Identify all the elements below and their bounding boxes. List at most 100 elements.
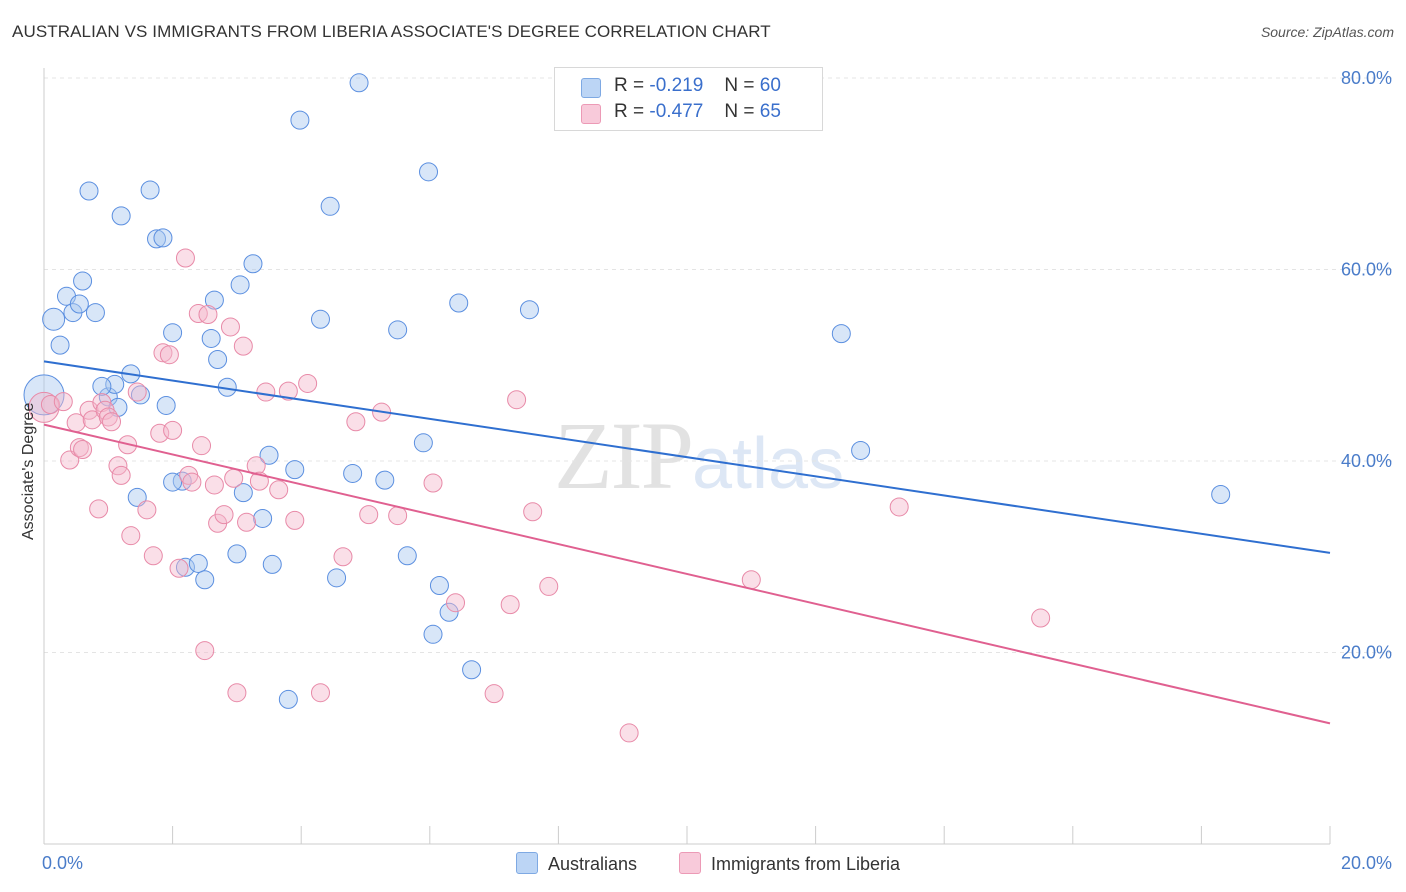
australians-point <box>388 320 408 340</box>
liberia-point <box>127 382 147 402</box>
australians-point <box>320 196 340 216</box>
liberia-point <box>195 641 215 661</box>
liberia-point <box>53 392 73 412</box>
y-tick-label: 40.0% <box>1341 451 1392 471</box>
australians-point <box>243 254 263 274</box>
liberia-point <box>298 373 318 393</box>
bottom-legend-swatch-australians <box>516 852 538 874</box>
liberia-trend-line <box>43 423 1331 725</box>
liberia-point <box>889 497 909 517</box>
x-tick-label: 20.0% <box>1341 853 1392 873</box>
liberia-point <box>121 526 141 546</box>
x-tick-label: 0.0% <box>42 853 83 873</box>
australians-point <box>413 433 433 453</box>
liberia-point <box>169 558 189 578</box>
australians-point <box>85 303 105 323</box>
legend-r-label: R = <box>614 75 645 96</box>
liberia-point <box>175 248 195 268</box>
liberia-point <box>204 475 224 495</box>
australians-point <box>285 460 305 480</box>
australians-point <box>831 324 851 344</box>
liberia-point <box>619 723 639 743</box>
liberia-point <box>214 505 234 525</box>
australians-point <box>175 557 195 577</box>
liberia-point <box>137 500 157 520</box>
liberia-point <box>89 499 109 519</box>
liberia-point <box>333 547 353 567</box>
liberia-point <box>102 412 122 432</box>
australians-point <box>343 463 363 483</box>
liberia-point <box>346 412 366 432</box>
legend-r-value: -0.477 <box>649 101 704 122</box>
australians-point <box>156 395 176 415</box>
liberia-point <box>163 420 183 440</box>
liberia-point <box>446 593 466 613</box>
australians-point <box>349 73 369 93</box>
y-tick-label: 20.0% <box>1341 643 1392 663</box>
australians-point <box>439 602 459 622</box>
legend-n-label: N = <box>724 101 755 122</box>
liberia-point <box>188 304 208 324</box>
australians-point <box>111 206 131 226</box>
liberia-point <box>310 683 330 703</box>
liberia-point <box>285 510 305 530</box>
australians-point <box>42 307 66 331</box>
australians-point <box>423 624 443 644</box>
australians-trend-line <box>43 360 1331 554</box>
legend-r-value: -0.219 <box>649 75 704 96</box>
australians-point <box>851 440 871 460</box>
bottom-legend-label-australians: Australians <box>548 854 638 874</box>
australians-point <box>201 328 221 348</box>
australians-point <box>327 568 347 588</box>
australians-point <box>153 228 173 248</box>
liberia-point <box>182 472 202 492</box>
australians-point <box>147 229 167 249</box>
australians-point <box>195 570 215 590</box>
australians-point <box>163 323 183 343</box>
liberia-point <box>1031 608 1051 628</box>
y-axis-label: Associate's Degree <box>20 402 37 540</box>
australians-point <box>92 376 112 396</box>
australians-point <box>227 544 247 564</box>
australians-point <box>69 294 89 314</box>
australians-point <box>1211 485 1231 505</box>
liberia-point <box>82 410 102 430</box>
australians-point <box>140 180 160 200</box>
watermark: ZIPatlas <box>554 400 844 511</box>
australians-point <box>419 162 439 182</box>
liberia-point <box>484 684 504 704</box>
australians-point <box>278 689 298 709</box>
liberia-point <box>237 512 257 532</box>
australians-point <box>208 350 228 370</box>
liberia-point <box>523 502 543 522</box>
liberia-point <box>423 473 443 493</box>
australians-point <box>188 553 208 573</box>
australians-point <box>50 335 70 355</box>
bottom-legend-swatch-liberia <box>679 852 701 874</box>
liberia-point <box>69 438 89 458</box>
liberia-point <box>500 595 520 615</box>
liberia-point <box>224 468 244 488</box>
y-tick-label: 60.0% <box>1341 260 1392 280</box>
australians-point <box>449 293 469 313</box>
liberia-point <box>269 480 289 500</box>
liberia-point <box>359 505 379 525</box>
legend-r-label: R = <box>614 101 645 122</box>
australians-point <box>253 508 273 528</box>
australians-point <box>290 110 310 130</box>
liberia-point <box>92 393 112 413</box>
source-label: Source: ZipAtlas.com <box>1260 24 1394 40</box>
legend-n-value: 60 <box>759 75 781 96</box>
liberia-point <box>388 506 408 526</box>
liberia-point <box>233 336 253 356</box>
liberia-point <box>159 345 179 365</box>
australians-point <box>233 483 253 503</box>
liberia-point <box>507 390 527 410</box>
liberia-point <box>278 381 298 401</box>
australians-point <box>310 309 330 329</box>
australians-point <box>130 385 150 405</box>
liberia-point <box>539 576 559 596</box>
liberia-point <box>111 465 131 485</box>
australians-point <box>163 472 183 492</box>
